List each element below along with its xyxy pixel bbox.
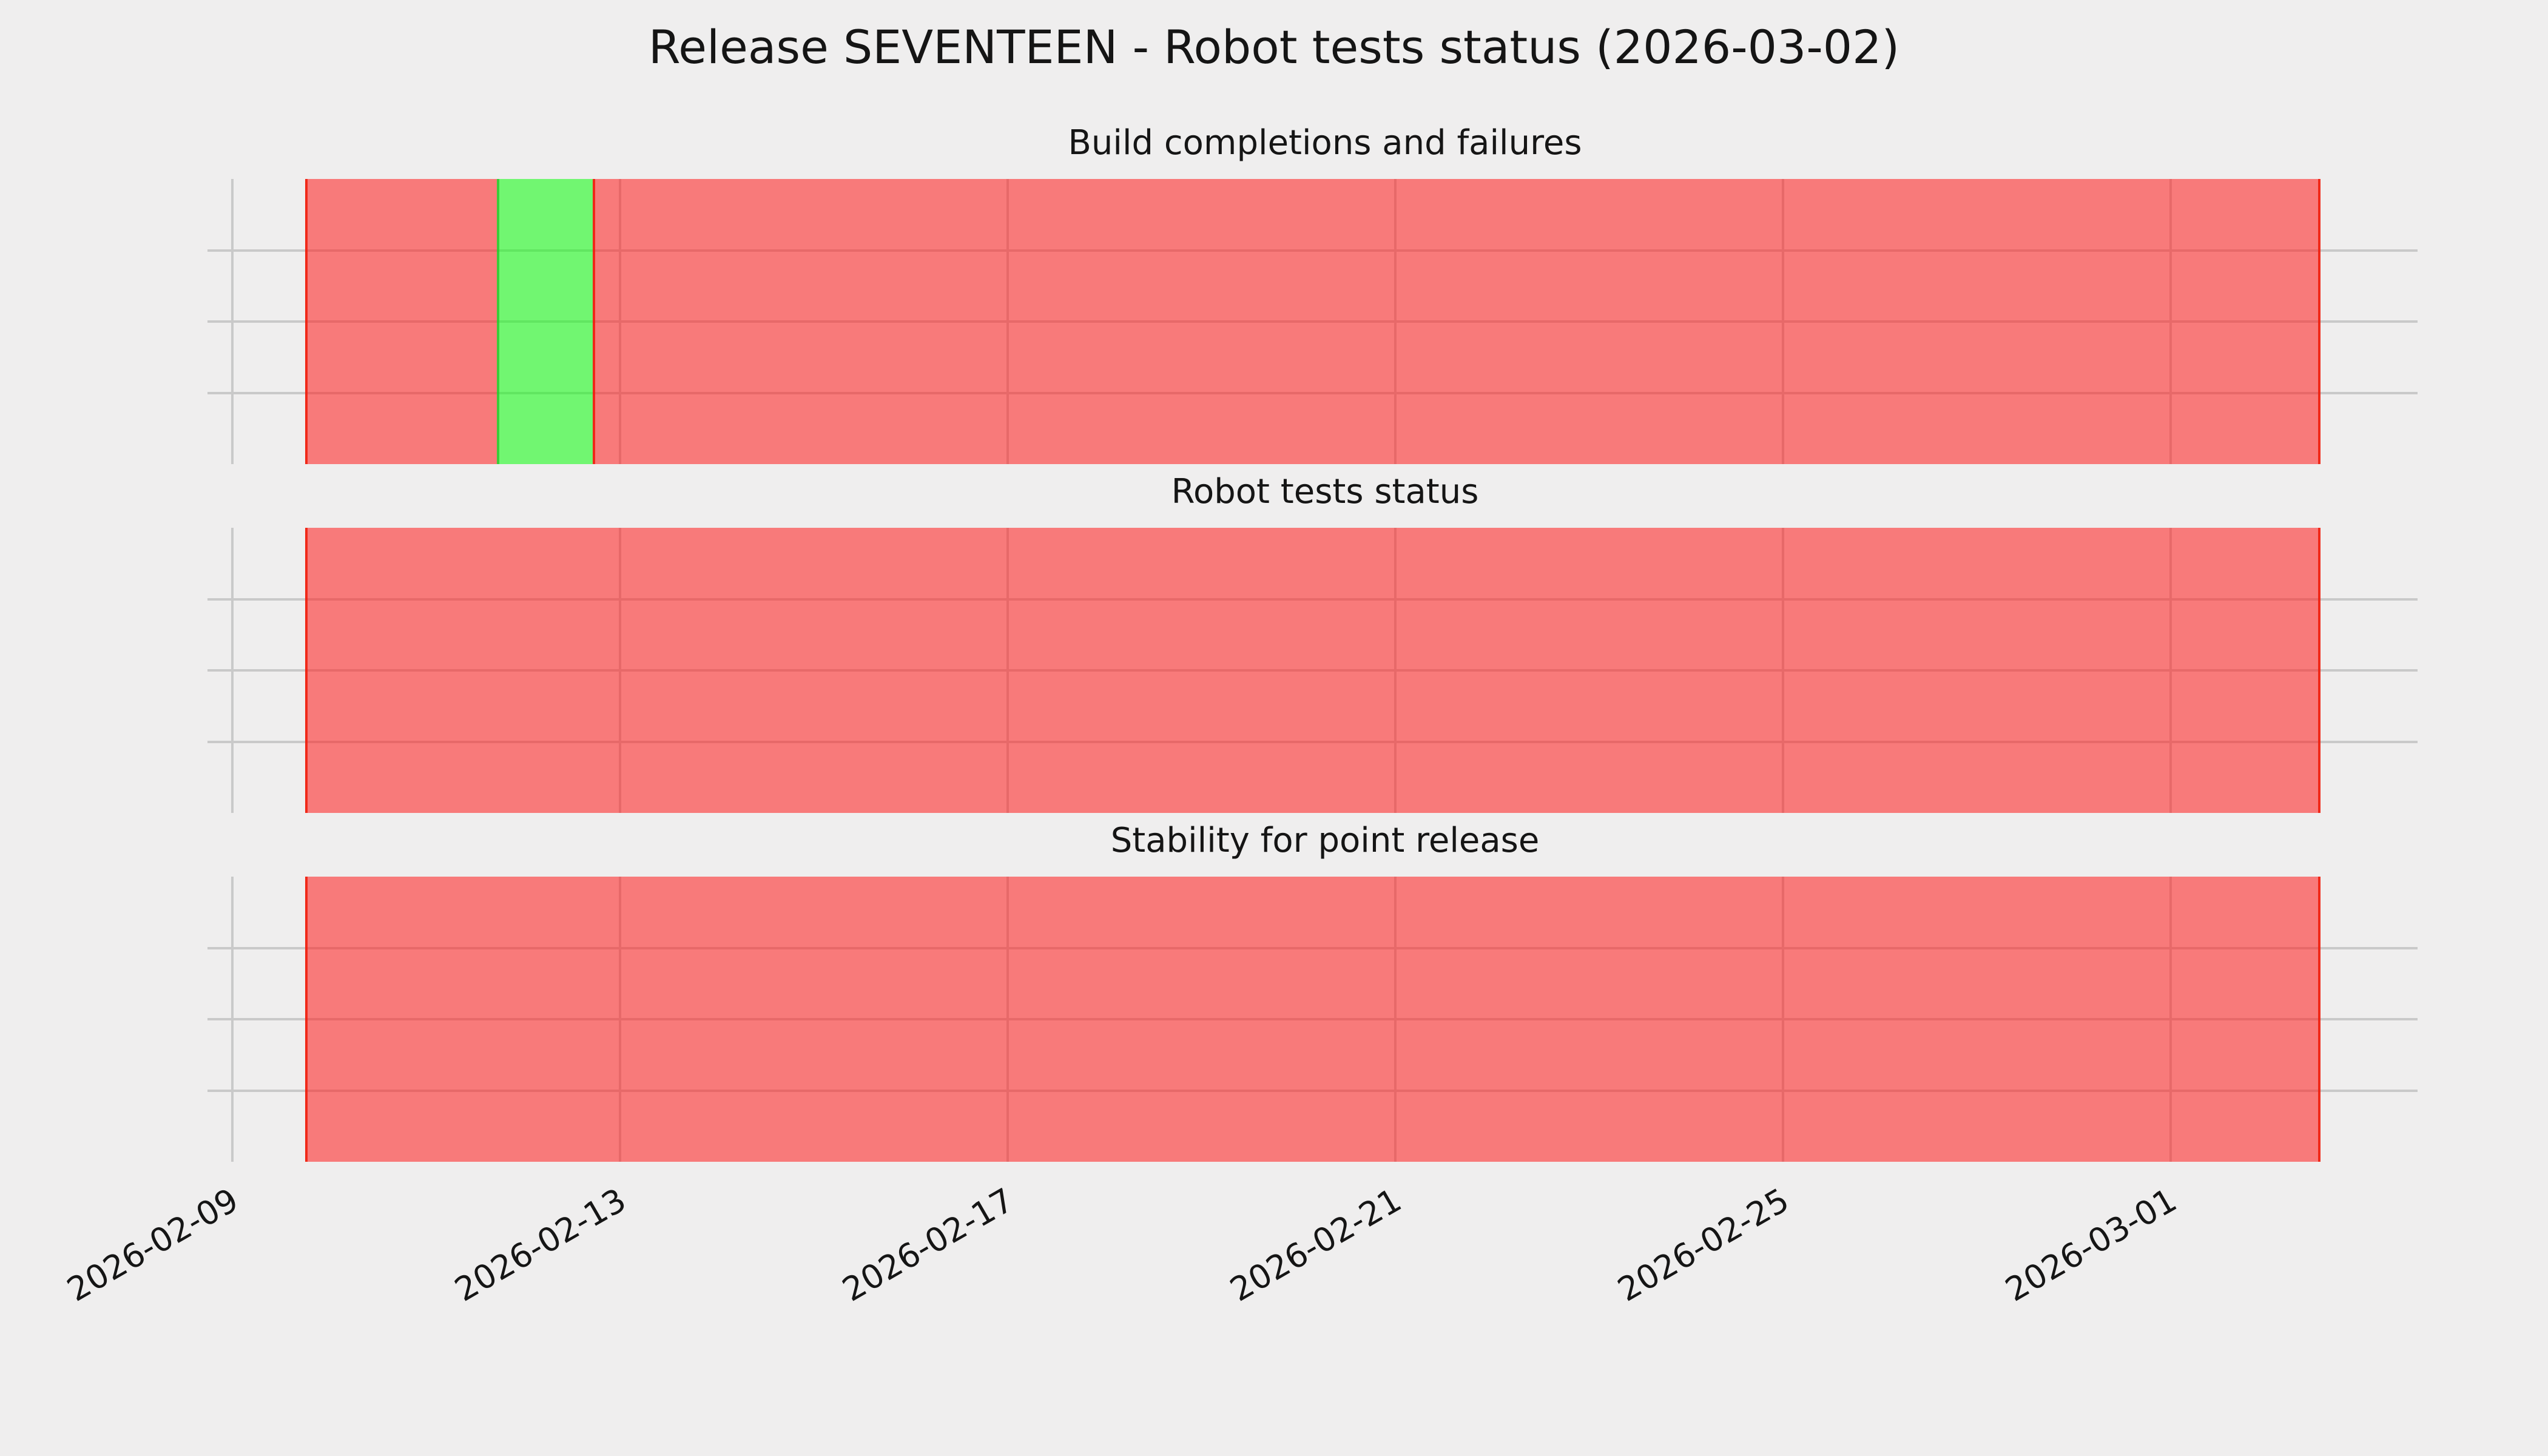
status-segment-fail [305, 528, 2321, 813]
x-tick-label: 2026-02-21 [1224, 1181, 1408, 1309]
panel-plot-stability: 2026-02-09 2026-02-13 2026-02-17 2026-02-21… [61, 877, 2418, 1309]
x-gridline [231, 877, 234, 1162]
status-segment-fail [593, 179, 2321, 464]
x-tick-label: 2026-03-01 [1998, 1181, 2183, 1309]
x-tick-label: 2026-02-17 [836, 1181, 1020, 1309]
status-segment-fail [305, 877, 2321, 1162]
bar-end-edge [2318, 528, 2321, 813]
panel-plot-build-completions [207, 179, 2418, 464]
status-segment-pass [497, 179, 593, 464]
panel-title-robot-tests: Robot tests status [1171, 472, 1479, 511]
bar-end-edge [2318, 877, 2321, 1162]
x-gridline [231, 179, 234, 464]
bar-end-edge [2318, 179, 2321, 464]
x-tick-label: 2026-02-13 [448, 1181, 633, 1309]
x-tick-label: 2026-02-25 [1611, 1181, 1796, 1309]
figure-title: Release SEVENTEEN - Robot tests status (… [648, 20, 1900, 74]
status-segment-fail [305, 179, 497, 464]
panel-title-stability: Stability for point release [1110, 821, 1540, 860]
x-tick-label: 2026-02-09 [61, 1181, 245, 1309]
x-gridline [231, 528, 234, 813]
panel-plot-robot-tests [207, 528, 2418, 813]
panel-title-build-completions: Build completions and failures [1068, 123, 1582, 163]
